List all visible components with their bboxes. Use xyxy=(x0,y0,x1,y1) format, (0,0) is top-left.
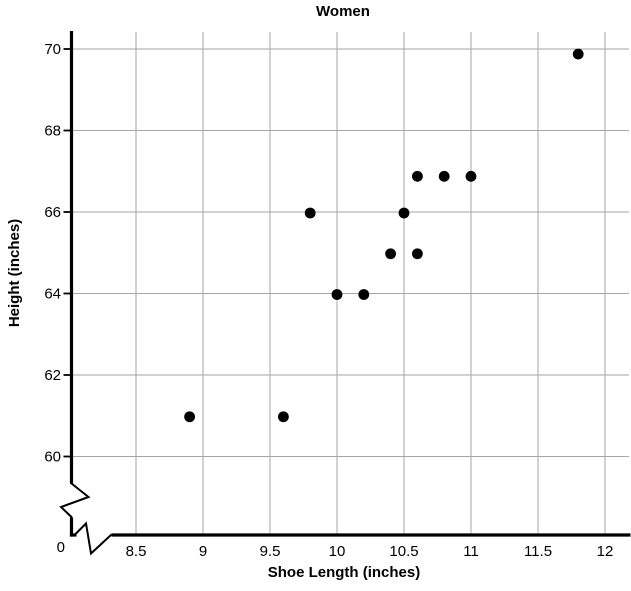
y-tick-label: 68 xyxy=(44,123,61,140)
data-points xyxy=(184,48,584,423)
data-point xyxy=(398,207,410,219)
y-tick-label: 66 xyxy=(44,204,61,221)
data-point xyxy=(331,289,343,300)
x-tick-label: 9.5 xyxy=(260,543,281,560)
x-tick-label: 10.5 xyxy=(389,543,418,560)
x-axis-break-icon xyxy=(74,521,113,556)
x-axis-title: Shoe Length (inches) xyxy=(268,564,421,581)
data-point xyxy=(278,411,289,423)
y-axis-break-icon xyxy=(59,482,91,519)
y-tick-label: 64 xyxy=(44,286,61,303)
data-point xyxy=(358,289,370,300)
data-point xyxy=(385,248,396,260)
x-tick-label: 9 xyxy=(199,543,207,560)
x-tick-label: 10 xyxy=(329,543,346,560)
data-point xyxy=(465,170,477,182)
y-tick-label: 60 xyxy=(44,449,61,466)
x-tick-label: 8.5 xyxy=(126,543,147,560)
labels: Women 8.5 9 9.5 10 10.5 11 11.5 12 60 62… xyxy=(6,3,613,581)
y-tick-label: 70 xyxy=(44,41,61,58)
axes xyxy=(59,31,631,556)
chart-title: Women xyxy=(316,3,370,20)
x-tick-label: 12 xyxy=(597,543,614,560)
data-point xyxy=(412,170,423,182)
data-point xyxy=(438,170,450,182)
x-tick-label: 11 xyxy=(463,543,479,560)
y-tick-label: 62 xyxy=(44,367,61,384)
origin-label: 0 xyxy=(57,539,65,556)
data-point xyxy=(412,248,423,260)
y-tick-marks xyxy=(63,48,73,458)
x-tick-label: 11.5 xyxy=(524,543,552,560)
y-axis-title: Height (inches) xyxy=(6,219,23,327)
gridlines xyxy=(71,32,629,535)
data-point xyxy=(184,411,196,423)
data-point xyxy=(572,48,584,60)
data-point xyxy=(304,207,316,219)
